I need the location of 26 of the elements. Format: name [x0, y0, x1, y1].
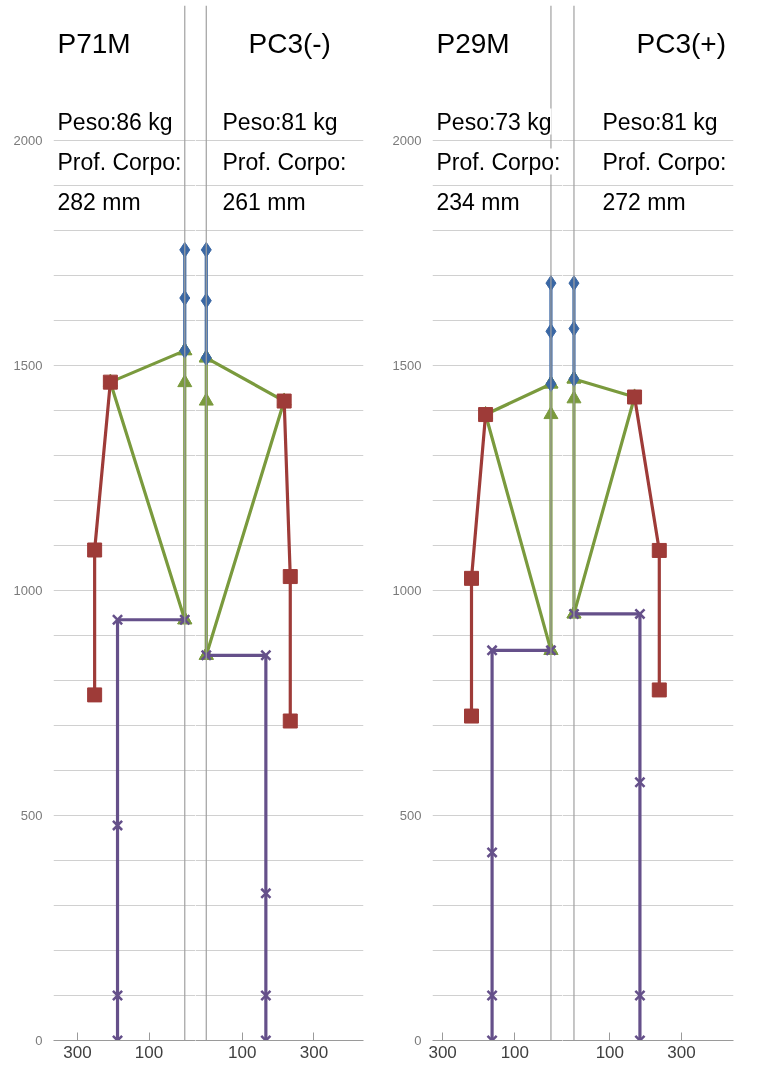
annotation: PC3(-) — [248, 27, 331, 59]
y-tick-label: 1000 — [13, 583, 43, 598]
x-tick-label: 300 — [428, 1042, 457, 1062]
x-tick-label: 100 — [227, 1042, 257, 1062]
x-tick-label: 300 — [63, 1042, 92, 1062]
y-tick-label: 1500 — [13, 358, 43, 373]
y-tick-label: 0 — [414, 1033, 422, 1048]
x-tick-label: 300 — [299, 1042, 329, 1062]
y-tick-label: 500 — [20, 808, 43, 823]
x-tick-label: 100 — [134, 1042, 164, 1062]
annotation: Peso:73 kg Prof. Corpo: 234 mm — [436, 108, 561, 215]
x-tick-label: 300 — [667, 1042, 696, 1062]
x-tick-label: 100 — [595, 1042, 625, 1062]
annotation: P29M — [436, 27, 510, 59]
y-tick-label: 1500 — [392, 358, 422, 373]
y-tick-label: 1000 — [392, 583, 422, 598]
annotation: Peso:81 kg Prof. Corpo: 272 mm — [602, 108, 727, 215]
annotation: Peso:86 kg Prof. Corpo: 282 mm — [57, 108, 182, 215]
annotation: P71M — [57, 27, 131, 59]
y-tick-label: 500 — [399, 808, 422, 823]
y-tick-label: 2000 — [13, 133, 43, 148]
y-tick-label: 2000 — [392, 133, 422, 148]
x-tick-label: 100 — [500, 1042, 530, 1062]
annotation: PC3(+) — [636, 27, 726, 59]
y-tick-label: 0 — [35, 1033, 43, 1048]
annotation: Peso:81 kg Prof. Corpo: 261 mm — [222, 108, 347, 215]
